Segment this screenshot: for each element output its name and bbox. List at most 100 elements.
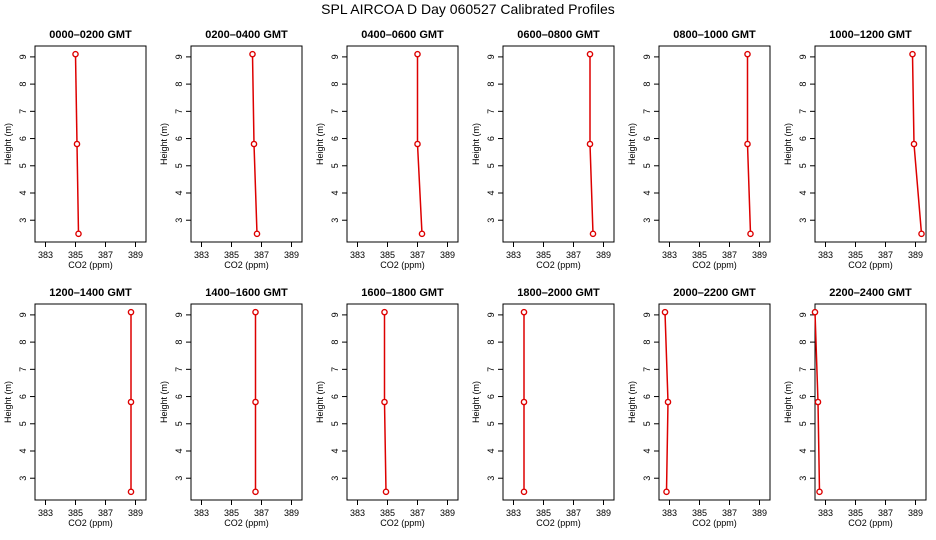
x-tick-label: 383 <box>662 250 677 260</box>
data-point <box>249 50 256 58</box>
x-tick-label: 385 <box>68 508 83 518</box>
x-tick-label: 385 <box>68 250 83 260</box>
panel-title: 0000–0200 GMT <box>49 29 132 41</box>
data-point <box>252 398 259 406</box>
y-tick-label: 8 <box>798 82 808 87</box>
panel-title: 1200–1400 GMT <box>49 287 132 299</box>
x-tick-label: 383 <box>38 508 53 518</box>
y-tick-label: 6 <box>174 394 184 399</box>
panel: 0400–0600 GMT 383 385 387 389 CO2 (ppm) 3 4 5 6 7 8… <box>315 29 459 270</box>
data-point <box>414 50 421 58</box>
x-tick-label: 383 <box>818 250 833 260</box>
y-tick-label: 8 <box>330 82 340 87</box>
data-point <box>664 398 672 406</box>
panel-title: 0400–0600 GMT <box>361 29 444 41</box>
y-tick-label: 5 <box>174 421 184 426</box>
y-axis-label: Height (m) <box>3 123 13 165</box>
y-axis-label: Height (m) <box>783 123 793 165</box>
x-axis-label: CO2 (ppm) <box>692 260 737 270</box>
y-tick-label: 5 <box>174 163 184 168</box>
y-tick-label: 5 <box>486 421 496 426</box>
y-tick-label: 9 <box>18 312 28 317</box>
x-tick-label: 385 <box>848 508 863 518</box>
data-point <box>381 398 388 406</box>
y-axis-label: Height (m) <box>3 381 13 423</box>
x-tick-label: 383 <box>506 508 521 518</box>
y-tick-label: 3 <box>642 476 652 481</box>
y-tick-label: 5 <box>798 421 808 426</box>
panel: 1200–1400 GMT 383 385 387 389 CO2 (ppm) 3 4 5 6 7 8… <box>3 287 147 528</box>
data-point <box>75 230 82 238</box>
data-point <box>661 308 669 316</box>
data-point <box>253 230 261 238</box>
plot-frame <box>658 303 771 501</box>
data-point <box>909 50 916 58</box>
x-tick-label: 385 <box>692 508 707 518</box>
x-axis-label: CO2 (ppm) <box>692 518 737 528</box>
y-tick-label: 3 <box>330 218 340 223</box>
panel: 2200–2400 GMT 383 385 387 389 CO2 (ppm) 3 4 5 6 7 8… <box>783 287 927 528</box>
panel: 0600–0800 GMT 383 385 387 389 CO2 (ppm) 3 4 5 6 7 8… <box>471 29 615 270</box>
y-tick-label: 3 <box>798 218 808 223</box>
plot-frame <box>502 303 615 501</box>
y-tick-label: 4 <box>18 448 28 453</box>
data-point <box>252 488 259 496</box>
y-tick-label: 7 <box>330 367 340 372</box>
x-tick-label: 385 <box>692 250 707 260</box>
x-tick-label: 387 <box>566 250 581 260</box>
y-tick-label: 8 <box>642 82 652 87</box>
data-point <box>72 50 79 58</box>
y-tick-label: 3 <box>174 476 184 481</box>
y-tick-label: 4 <box>798 448 808 453</box>
panel-title: 1000–1200 GMT <box>829 29 912 41</box>
y-tick-label: 5 <box>798 163 808 168</box>
panel: 1000–1200 GMT 383 385 387 389 CO2 (ppm) 3 4 5 6 7 8… <box>783 29 927 270</box>
x-axis-label: CO2 (ppm) <box>848 518 893 528</box>
y-tick-label: 3 <box>486 218 496 223</box>
y-tick-label: 8 <box>18 82 28 87</box>
y-tick-label: 9 <box>330 312 340 317</box>
x-tick-label: 387 <box>254 508 269 518</box>
x-tick-label: 389 <box>908 508 923 518</box>
y-axis-label: Height (m) <box>159 381 169 423</box>
y-tick-label: 3 <box>798 476 808 481</box>
x-axis-label: CO2 (ppm) <box>536 260 581 270</box>
x-tick-label: 387 <box>98 250 113 260</box>
data-point <box>382 488 390 496</box>
y-tick-label: 9 <box>486 312 496 317</box>
x-tick-label: 385 <box>224 250 239 260</box>
data-point <box>414 140 421 148</box>
y-tick-label: 7 <box>486 109 496 114</box>
y-tick-label: 9 <box>798 54 808 59</box>
x-tick-label: 389 <box>908 250 923 260</box>
data-point <box>586 50 594 58</box>
y-axis-label: Height (m) <box>471 123 481 165</box>
y-tick-label: 7 <box>174 109 184 114</box>
x-axis-label: CO2 (ppm) <box>380 518 425 528</box>
x-tick-label: 383 <box>350 508 365 518</box>
y-tick-label: 4 <box>18 190 28 195</box>
data-point <box>816 488 823 496</box>
data-point <box>918 230 925 238</box>
y-tick-label: 4 <box>330 448 340 453</box>
panel-title: 2000–2200 GMT <box>673 287 756 299</box>
data-point <box>586 140 594 148</box>
y-tick-label: 6 <box>798 394 808 399</box>
x-tick-label: 383 <box>818 508 833 518</box>
y-tick-label: 4 <box>330 190 340 195</box>
y-axis-label: Height (m) <box>315 123 325 165</box>
y-tick-label: 6 <box>486 394 496 399</box>
plot-frame <box>814 303 927 501</box>
x-tick-label: 385 <box>536 250 551 260</box>
y-tick-label: 8 <box>642 340 652 345</box>
y-axis-label: Height (m) <box>627 123 637 165</box>
y-tick-label: 3 <box>18 218 28 223</box>
y-tick-label: 8 <box>486 82 496 87</box>
x-tick-label: 387 <box>722 250 737 260</box>
panel-title: 1800–2000 GMT <box>517 287 600 299</box>
x-axis-label: CO2 (ppm) <box>68 518 113 528</box>
y-axis-label: Height (m) <box>471 381 481 423</box>
y-tick-label: 9 <box>18 54 28 59</box>
x-tick-label: 385 <box>848 250 863 260</box>
y-tick-label: 5 <box>18 163 28 168</box>
